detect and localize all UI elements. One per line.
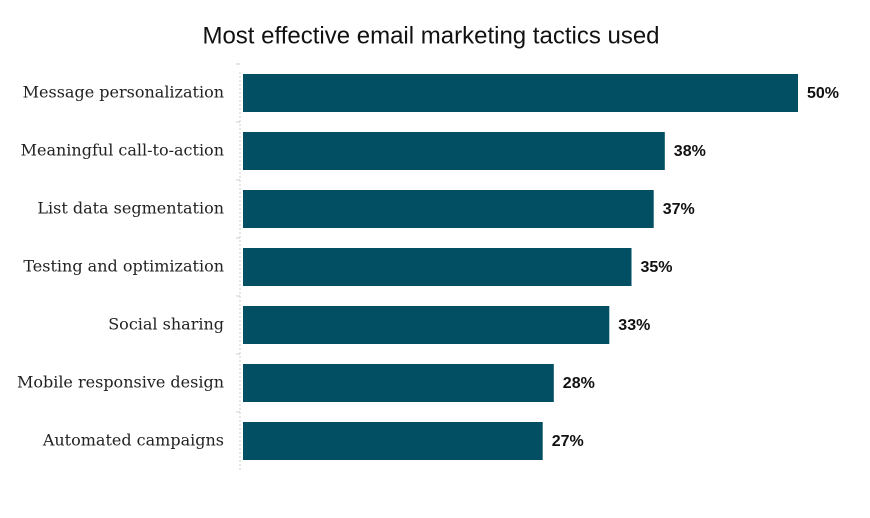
bar (243, 190, 654, 228)
data-label: 28% (563, 375, 595, 392)
data-label: 27% (552, 433, 584, 450)
y-tick-label: Mobile responsive design (17, 373, 224, 392)
data-label: 33% (618, 317, 650, 334)
y-tick-label: List data segmentation (37, 199, 224, 218)
data-label: 50% (807, 85, 839, 102)
bar (243, 248, 632, 286)
bar (243, 132, 665, 170)
y-tick-label: Message personalization (23, 83, 224, 102)
data-label: 38% (674, 143, 706, 160)
bar (243, 364, 554, 402)
y-tick-label: Meaningful call-to-action (21, 141, 224, 160)
bar (243, 422, 543, 460)
chart-title: Most effective email marketing tactics u… (202, 22, 659, 49)
y-tick-label: Automated campaigns (42, 431, 224, 450)
y-tick-label: Social sharing (108, 315, 224, 334)
data-label: 37% (663, 201, 695, 218)
bar (243, 74, 798, 112)
y-tick-label: Testing and optimization (23, 257, 224, 276)
bar (243, 306, 610, 344)
data-label: 35% (641, 259, 673, 276)
